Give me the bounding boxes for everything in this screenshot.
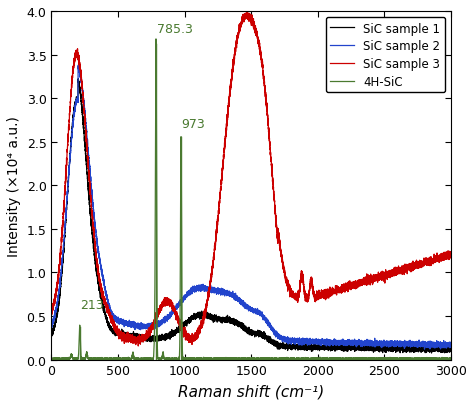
SiC sample 3	[293, 296, 299, 301]
SiC sample 3	[244, 11, 249, 16]
Text: 785.3: 785.3	[156, 23, 192, 36]
SiC sample 1	[428, 351, 434, 356]
SiC sample 3	[364, 281, 370, 286]
4H-SiC	[153, 37, 159, 42]
SiC sample 2	[448, 341, 454, 346]
SiC sample 2	[293, 337, 299, 342]
SiC sample 3	[448, 255, 454, 260]
SiC sample 1	[364, 347, 370, 352]
4H-SiC	[293, 356, 299, 361]
SiC sample 3	[155, 311, 161, 315]
SiC sample 1	[442, 348, 447, 353]
SiC sample 2	[75, 64, 81, 68]
SiC sample 2	[72, 111, 77, 116]
SiC sample 1	[155, 334, 161, 339]
4H-SiC	[448, 356, 454, 361]
Text: 213: 213	[81, 298, 104, 311]
4H-SiC	[364, 356, 370, 361]
X-axis label: Raman shift (cm⁻¹): Raman shift (cm⁻¹)	[178, 383, 324, 398]
Text: 973: 973	[181, 117, 205, 130]
4H-SiC	[155, 356, 161, 361]
4H-SiC	[72, 357, 77, 362]
SiC sample 3	[299, 269, 305, 274]
Line: SiC sample 3: SiC sample 3	[51, 14, 451, 346]
SiC sample 2	[422, 347, 428, 352]
SiC sample 3	[136, 344, 141, 349]
SiC sample 3	[442, 256, 447, 261]
4H-SiC	[48, 357, 54, 362]
Line: SiC sample 1: SiC sample 1	[51, 79, 451, 353]
Y-axis label: Intensity (×10⁴ a.u.): Intensity (×10⁴ a.u.)	[7, 115, 21, 256]
SiC sample 3	[48, 310, 54, 315]
Line: 4H-SiC: 4H-SiC	[51, 40, 451, 360]
SiC sample 3	[72, 59, 77, 64]
4H-SiC	[299, 356, 305, 361]
SiC sample 1	[72, 107, 77, 112]
SiC sample 2	[442, 343, 447, 347]
SiC sample 1	[448, 347, 454, 352]
SiC sample 1	[75, 77, 81, 82]
SiC sample 2	[155, 321, 161, 326]
Line: SiC sample 2: SiC sample 2	[51, 66, 451, 349]
SiC sample 2	[299, 339, 305, 344]
SiC sample 1	[293, 344, 299, 349]
Legend: SiC sample 1, SiC sample 2, SiC sample 3, 4H-SiC: SiC sample 1, SiC sample 2, SiC sample 3…	[326, 18, 445, 93]
SiC sample 1	[48, 330, 54, 335]
4H-SiC	[442, 355, 447, 360]
SiC sample 1	[299, 345, 305, 350]
SiC sample 2	[48, 324, 54, 328]
SiC sample 2	[364, 340, 370, 345]
4H-SiC	[49, 357, 55, 362]
